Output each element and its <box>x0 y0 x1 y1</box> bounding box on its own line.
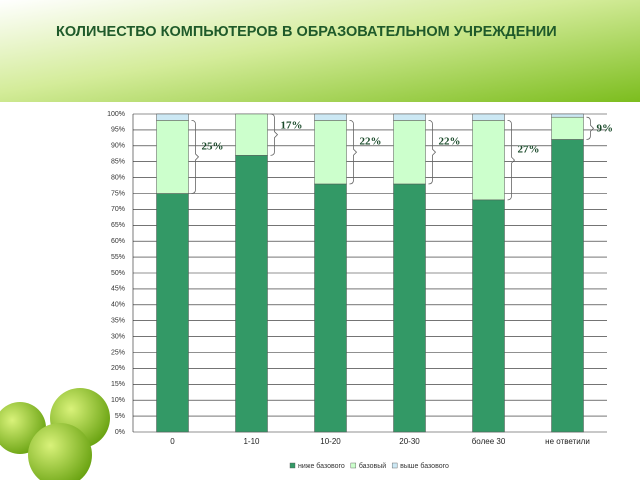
x-tick-label: 0 <box>170 437 175 446</box>
y-tick-label: 55% <box>111 254 125 261</box>
annotation: 9% <box>597 123 614 135</box>
legend-label: ниже базового <box>298 462 345 470</box>
brace <box>191 119 200 194</box>
y-tick-label: 75% <box>111 190 125 197</box>
y-tick-label: 30% <box>111 333 125 340</box>
brace <box>507 119 516 201</box>
x-tick-label: более 30 <box>472 437 506 446</box>
annotation: 25% <box>202 140 224 152</box>
brace <box>270 113 279 156</box>
y-tick-label: 70% <box>111 206 125 213</box>
x-tick-label: 20-30 <box>399 437 420 446</box>
y-tick-label: 35% <box>111 318 125 325</box>
annotation: 22% <box>439 136 461 148</box>
y-tick-label: 45% <box>111 286 125 293</box>
bar-segment <box>472 199 505 433</box>
legend-swatch <box>391 462 398 469</box>
bar-segment <box>156 120 189 194</box>
annotation: 27% <box>518 144 540 156</box>
legend-label: базовый <box>359 462 386 470</box>
y-tick-label: 0% <box>115 429 125 436</box>
header-band <box>0 0 640 102</box>
bar-segment <box>551 139 584 433</box>
brace <box>428 119 437 185</box>
bar-segment <box>393 183 426 433</box>
legend-swatch <box>350 462 357 469</box>
bar-segment <box>156 113 189 121</box>
bar-segment <box>472 120 505 201</box>
bar-segment <box>551 113 584 118</box>
y-tick-label: 95% <box>111 127 125 134</box>
y-tick-label: 15% <box>111 381 125 388</box>
annotation: 17% <box>281 120 303 132</box>
y-tick-label: 100% <box>107 111 125 118</box>
bar-segment <box>235 155 268 433</box>
y-tick-label: 5% <box>115 413 125 420</box>
y-tick-label: 25% <box>111 349 125 356</box>
x-tick-label: не ответили <box>545 437 590 446</box>
bar-segment <box>314 120 347 185</box>
brace <box>349 119 358 185</box>
apples <box>0 388 110 480</box>
bar-segment <box>393 113 426 121</box>
y-tick-label: 20% <box>111 365 125 372</box>
brace <box>586 116 595 140</box>
y-tick-label: 40% <box>111 302 125 309</box>
y-tick-label: 80% <box>111 174 125 181</box>
bar-segment <box>551 116 584 140</box>
y-tick-label: 85% <box>111 159 125 166</box>
annotation: 22% <box>360 136 382 148</box>
y-tick-label: 65% <box>111 222 125 229</box>
bar-segment <box>235 113 268 156</box>
bar-segment <box>314 113 347 121</box>
y-tick-label: 60% <box>111 238 125 245</box>
legend-label: выше базового <box>400 462 449 470</box>
y-tick-label: 50% <box>111 270 125 277</box>
x-tick-label: 1-10 <box>243 437 260 446</box>
bar-segment <box>393 120 426 185</box>
legend-swatch <box>289 462 296 469</box>
slide-title: КОЛИЧЕСТВО КОМПЬЮТЕРОВ В ОБРАЗОВАТЕЛЬНОМ… <box>56 24 557 40</box>
bar-segment <box>314 183 347 433</box>
x-tick-label: 10-20 <box>320 437 341 446</box>
bar-segment <box>156 193 189 433</box>
y-tick-label: 90% <box>111 143 125 150</box>
bar-segment <box>472 113 505 121</box>
y-tick-label: 10% <box>111 397 125 404</box>
